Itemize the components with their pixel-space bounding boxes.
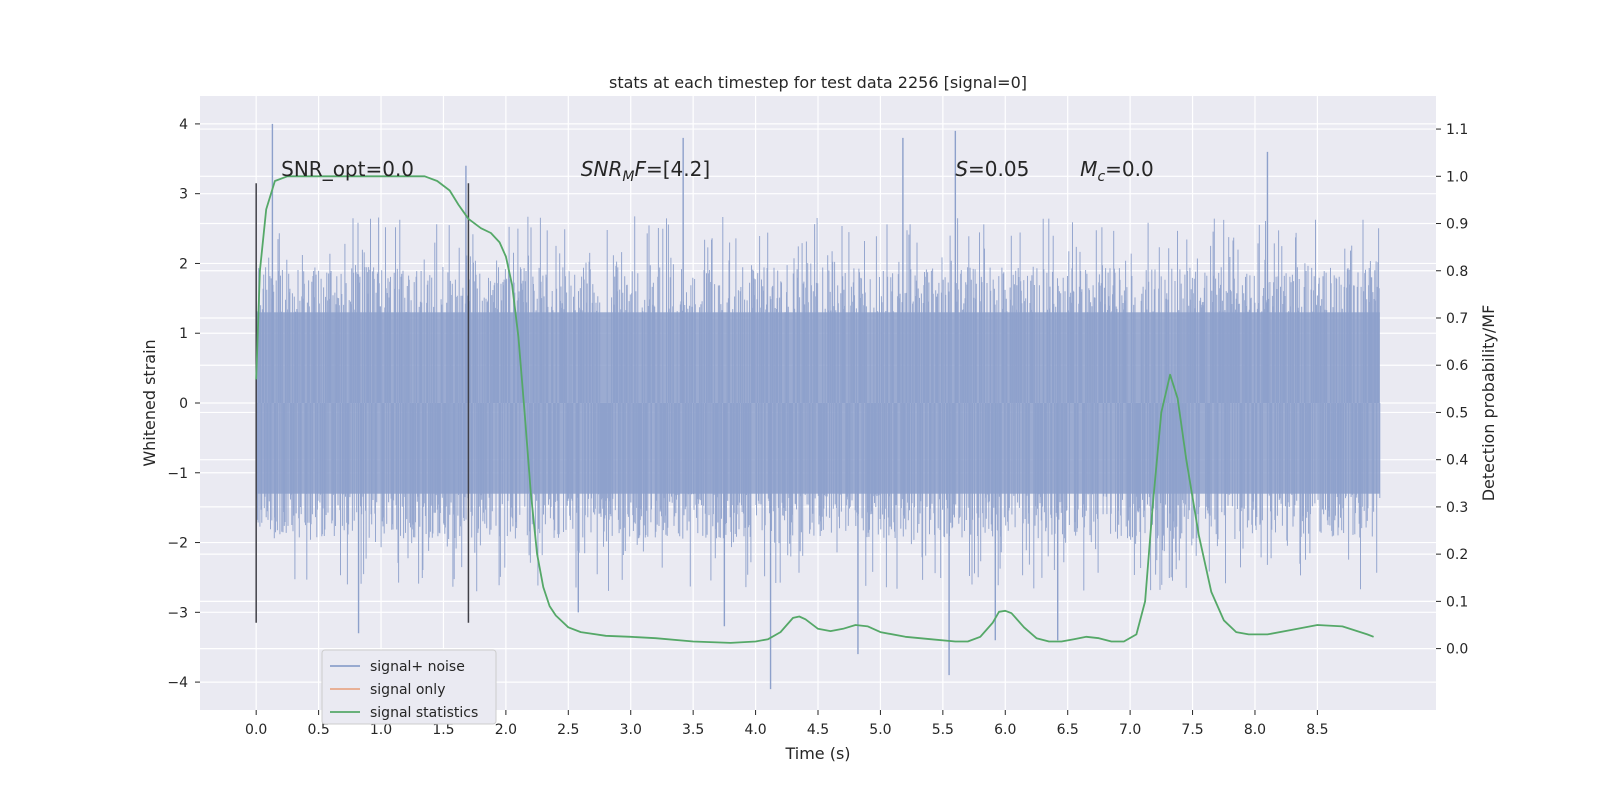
y-axis-label: Whitened strain — [140, 339, 159, 466]
y2-tick-label: 0.2 — [1446, 547, 1468, 563]
y-tick-label: 4 — [179, 117, 188, 133]
y2-tick-label: 0.9 — [1446, 217, 1468, 233]
legend-box — [321, 649, 497, 725]
y2-tick-label: 0.7 — [1446, 311, 1468, 327]
x-axis-ticks: 0.0 0.5 1.0 1.5 2.0 2.5 3.0 3.5 4.0 4.5 5.0 5.5 6.0 6… — [245, 710, 1329, 738]
legend-label: signal+ noise — [370, 659, 465, 675]
y-tick-label: −1 — [167, 466, 188, 482]
y2-tick-label: 0.3 — [1446, 500, 1468, 516]
x-tick-label: 3.5 — [682, 722, 704, 738]
x-tick-label: 1.5 — [432, 722, 454, 738]
legend-label: signal statistics — [370, 705, 478, 721]
signal-statistics-line — [255, 175, 1374, 644]
x-tick-label: 8.0 — [1244, 722, 1266, 738]
x-tick-label: 5.0 — [869, 722, 891, 738]
y2-tick-label: 0.0 — [1446, 642, 1468, 658]
x-tick-label: 2.0 — [495, 722, 517, 738]
legend: signal+ noise signal only signal statistic… — [321, 649, 497, 725]
y2-tick-label: 1.0 — [1446, 169, 1468, 185]
y2-tick-label: 1.1 — [1446, 122, 1468, 138]
x-tick-label: 7.0 — [1119, 722, 1141, 738]
y2-tick-label: 0.8 — [1446, 264, 1468, 280]
y2-tick-label: 0.1 — [1446, 594, 1468, 610]
y-tick-label: 3 — [179, 187, 188, 203]
annotation-snr-opt: SNR_opt=0.0 — [281, 157, 414, 181]
x-tick-label: 5.5 — [932, 722, 954, 738]
series-signal-noise — [255, 123, 1381, 690]
y-tick-label: −4 — [167, 675, 188, 691]
x-tick-label: 6.5 — [1057, 722, 1079, 738]
y2-tick-label: 0.6 — [1446, 358, 1468, 374]
y2-axis-ticks: 0.0 0.1 0.2 0.3 0.4 0.5 0.6 0.7 0.8 0.9 1.0 1.1 — [1436, 122, 1468, 658]
y2-tick-label: 0.5 — [1446, 405, 1468, 421]
y2-tick-label: 0.4 — [1446, 453, 1468, 469]
annotations: SNR_opt=0.0 SNRMF=[4.2] S=0.05 Mc=0.0 — [281, 157, 1154, 185]
y-axis-ticks: −4 −3 −2 −1 0 1 2 3 4 — [167, 117, 200, 691]
y-tick-label: −2 — [167, 536, 188, 552]
x-axis-label: Time (s) — [784, 744, 850, 763]
x-tick-label: 0.5 — [307, 722, 329, 738]
y-tick-label: 2 — [179, 256, 188, 272]
vertical-markers — [255, 183, 470, 623]
x-tick-label: 0.0 — [245, 722, 267, 738]
y2-axis-label: Detection probability/MF — [1479, 305, 1498, 502]
annotation-mc-value: Mc=0.0 — [1080, 157, 1154, 185]
x-tick-label: 7.5 — [1181, 722, 1203, 738]
y-tick-label: 0 — [179, 396, 188, 412]
x-tick-label: 8.5 — [1306, 722, 1328, 738]
x-tick-label: 1.0 — [370, 722, 392, 738]
annotation-s-value: S=0.05 — [955, 157, 1029, 181]
series-signal-statistics — [255, 175, 1374, 644]
y-tick-label: 1 — [179, 326, 188, 342]
legend-label: signal only — [370, 682, 445, 698]
chart-title: stats at each timestep for test data 225… — [609, 73, 1027, 92]
x-tick-label: 6.0 — [994, 722, 1016, 738]
x-tick-label: 4.0 — [744, 722, 766, 738]
x-tick-label: 2.5 — [557, 722, 579, 738]
y-tick-label: −3 — [167, 605, 188, 621]
annotation-snr-mf: SNRMF=[4.2] — [581, 157, 710, 185]
x-tick-label: 3.0 — [620, 722, 642, 738]
x-tick-label: 4.5 — [807, 722, 829, 738]
